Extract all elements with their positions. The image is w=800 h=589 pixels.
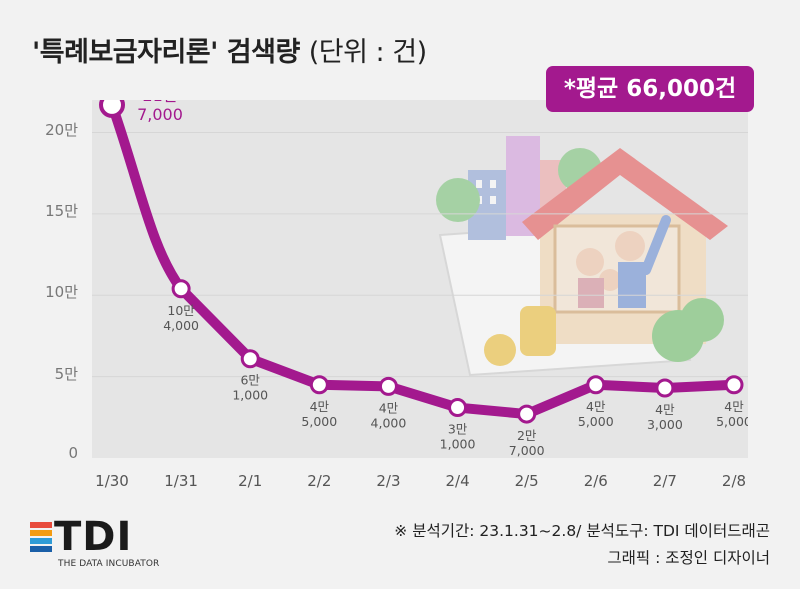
data-label-line: 7,000: [509, 443, 545, 458]
footer-credit: 그래픽 : 조정인 디자이너: [607, 549, 770, 567]
y-tick-label: 0: [68, 444, 78, 462]
x-tick-label: 2/2: [307, 472, 332, 490]
data-label-line: 1,000: [440, 437, 476, 452]
x-tick-label: 2/1: [238, 472, 263, 490]
chart-title: '특례보금자리론' 검색량 (단위 : 건): [32, 30, 427, 69]
y-tick-label: 15만: [45, 201, 78, 220]
x-tick-label: 2/4: [445, 472, 470, 490]
data-label: 6만 1,000: [232, 373, 268, 403]
data-label-line: 4만: [655, 402, 675, 417]
data-point: [448, 398, 468, 418]
title-text: '특례보금자리론' 검색량: [32, 37, 300, 68]
footer-note: ※ 분석기간: 23.1.31~2.8/ 분석도구: TDI 데이터드래곤: [394, 522, 770, 540]
data-label-line: 10만: [167, 303, 195, 318]
x-tick-label: 2/6: [583, 472, 608, 490]
data-label-line: 7,000: [137, 105, 183, 124]
data-point: [724, 375, 744, 395]
data-point: [309, 375, 329, 395]
data-point: [99, 100, 125, 118]
data-point: [240, 349, 260, 369]
data-label-line: 21만: [142, 100, 177, 105]
data-point: [171, 279, 191, 299]
data-label-line: 5,000: [578, 414, 614, 429]
data-label-line: 4만: [724, 399, 744, 414]
data-label: 4만 5,000: [301, 399, 337, 429]
data-labels: 21만7,00010만4,0006만1,0004만5,0004만4,0003만1…: [137, 100, 748, 458]
data-label: 4만 4,000: [371, 400, 407, 430]
unit-label: (단위 : 건): [308, 37, 427, 68]
data-label-line: 4,000: [371, 415, 407, 430]
data-label-line: 1,000: [232, 388, 268, 403]
data-label: 21만7,000: [137, 100, 183, 124]
data-label: 4만 5,000: [578, 399, 614, 429]
data-label-line: 4,000: [163, 318, 199, 333]
data-label: 10만 4,000: [163, 303, 199, 333]
plot-area: 21만7,00010만4,0006만1,0004만5,0004만4,0003만1…: [92, 100, 748, 458]
illustration-house: [436, 136, 728, 377]
series-path: [107, 100, 739, 420]
data-label: 2만 7,000: [509, 428, 545, 458]
data-label-line: 3,000: [647, 417, 683, 432]
x-tick-label: 1/31: [164, 472, 198, 490]
x-tick-label: 2/3: [376, 472, 401, 490]
data-label-line: 3만: [448, 422, 468, 437]
data-label-line: 4만: [310, 399, 330, 414]
y-tick-label: 10만: [45, 283, 78, 302]
x-tick-label: 2/7: [652, 472, 677, 490]
y-tick-label: 5만: [54, 364, 78, 383]
x-tick-label: 2/5: [514, 472, 539, 490]
data-label-line: 4만: [379, 400, 399, 415]
y-tick-label: 20만: [45, 120, 78, 139]
data-point: [378, 376, 398, 396]
data-point: [586, 375, 606, 395]
average-badge: *평균 66,000건: [546, 66, 754, 112]
logo-text: TDI: [54, 514, 133, 560]
data-label-line: 2만: [517, 428, 537, 443]
data-label: 4만 3,000: [647, 402, 683, 432]
data-point: [655, 378, 675, 398]
tdi-logo-icon: [30, 522, 52, 552]
series-line: [107, 100, 739, 420]
y-axis: [92, 132, 748, 378]
data-label-line: 6만: [240, 373, 260, 388]
line-chart: 21만7,00010만4,0006만1,0004만5,0004만4,0003만1…: [92, 100, 748, 458]
data-label-line: 5,000: [301, 414, 337, 429]
data-points: [99, 100, 744, 424]
x-tick-label: 2/8: [721, 472, 747, 490]
data-label-line: 5,000: [716, 414, 748, 429]
logo-subtitle: THE DATA INCUBATOR: [58, 559, 160, 569]
data-label: 4만 5,000: [716, 399, 748, 429]
data-label: 3만 1,000: [440, 422, 476, 452]
x-tick-label: 1/30: [95, 472, 129, 490]
data-label-line: 4만: [586, 399, 606, 414]
data-point: [517, 404, 537, 424]
